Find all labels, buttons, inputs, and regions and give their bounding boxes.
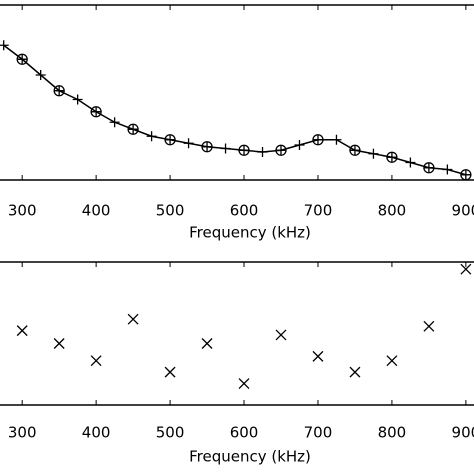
x-tick-label: 900 <box>452 424 474 442</box>
x-tick-label: 700 <box>304 202 333 220</box>
x-marker <box>127 313 139 325</box>
circle-marker <box>127 123 139 135</box>
x-tick-label: 400 <box>82 424 111 442</box>
x-tick-label: 300 <box>8 424 37 442</box>
x-tick-label: 700 <box>304 424 333 442</box>
x-tick-label: 300 <box>8 202 37 220</box>
x-tick-label: 600 <box>230 202 259 220</box>
plus-marker <box>146 131 157 142</box>
x-marker <box>164 366 176 378</box>
circle-marker <box>275 144 287 156</box>
circle-marker <box>90 106 102 118</box>
x-marker <box>423 320 435 332</box>
circle-marker <box>238 144 250 156</box>
plus-marker <box>72 94 83 105</box>
x-axis-label: Frequency (kHz) <box>189 224 311 242</box>
plus-marker <box>109 117 120 128</box>
x-marker <box>238 378 250 390</box>
x-marker <box>275 329 287 341</box>
x-marker <box>386 355 398 367</box>
circle-marker <box>349 144 361 156</box>
circle-marker <box>201 141 213 153</box>
x-marker <box>53 338 65 349</box>
plus-marker <box>183 138 194 149</box>
plus-marker <box>220 143 231 154</box>
x-tick-label: 400 <box>82 202 111 220</box>
circle-marker <box>53 85 65 97</box>
circle-marker <box>460 169 472 181</box>
x-tick-label: 800 <box>378 202 407 220</box>
x-marker <box>349 366 361 378</box>
x-axis-label: Frequency (kHz) <box>189 448 311 466</box>
x-tick-label: 500 <box>156 202 185 220</box>
x-marker <box>460 263 472 275</box>
plus-marker <box>331 134 342 145</box>
x-tick-label: 500 <box>156 424 185 442</box>
x-tick-label: 900 <box>452 202 474 220</box>
plot-frame <box>0 4 474 181</box>
plus-marker <box>35 70 46 80</box>
plus-marker <box>442 164 453 175</box>
circle-marker <box>312 134 324 146</box>
circle-marker <box>16 53 28 65</box>
circle-marker <box>423 162 435 174</box>
x-tick-label: 800 <box>378 424 407 442</box>
plus-marker <box>405 157 416 168</box>
circle-marker <box>386 151 398 163</box>
x-tick-label: 600 <box>230 424 259 442</box>
plus-marker <box>257 147 268 157</box>
circle-marker <box>164 134 176 146</box>
plot-frame <box>0 261 474 406</box>
x-marker <box>90 355 102 367</box>
x-marker <box>312 350 324 362</box>
plus-marker <box>368 148 379 159</box>
plus-marker <box>294 140 305 150</box>
x-marker <box>201 338 213 349</box>
plus-marker <box>0 40 9 51</box>
x-marker <box>16 325 28 337</box>
